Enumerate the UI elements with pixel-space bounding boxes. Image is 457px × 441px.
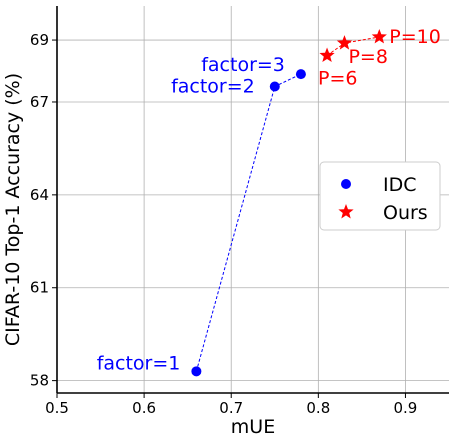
data-point bbox=[336, 35, 353, 50]
x-tick-label: 0.9 bbox=[394, 399, 418, 417]
y-axis-title: CIFAR-10 Top-1 Accuracy (%) bbox=[2, 73, 24, 346]
x-tick-label: 0.8 bbox=[306, 399, 330, 417]
series-layer bbox=[191, 28, 387, 377]
x-tick-label: 0.5 bbox=[45, 399, 69, 417]
legend-label: Ours bbox=[383, 202, 428, 224]
data-label: P=8 bbox=[348, 46, 387, 68]
x-tick-label: 0.6 bbox=[132, 399, 156, 417]
y-tick-label: 67 bbox=[30, 93, 49, 111]
ticks: 0.5 0.6 0.7 0.8 0.9 58 61 64 67 69 bbox=[30, 31, 417, 417]
data-point bbox=[295, 69, 306, 80]
y-tick-label: 69 bbox=[30, 31, 49, 49]
x-axis-title: mUE bbox=[231, 416, 275, 438]
data-label: factor=1 bbox=[97, 352, 181, 374]
data-point bbox=[191, 366, 202, 377]
data-point bbox=[269, 81, 280, 92]
data-label: factor=3 bbox=[201, 54, 285, 76]
legend-box bbox=[319, 161, 441, 231]
data-label: P=10 bbox=[389, 26, 441, 48]
data-label: P=6 bbox=[318, 68, 357, 90]
legend-marker bbox=[338, 204, 354, 219]
series-line-idc bbox=[195, 73, 302, 372]
legend-label: IDC bbox=[383, 174, 417, 196]
legend: IDC Ours bbox=[319, 161, 441, 231]
y-tick-label: 61 bbox=[30, 279, 49, 297]
data-label: factor=2 bbox=[171, 75, 255, 97]
y-tick-label: 64 bbox=[30, 186, 49, 204]
data-point bbox=[371, 28, 387, 44]
x-tick-label: 0.7 bbox=[219, 399, 243, 417]
axes bbox=[56, 6, 449, 394]
legend-marker bbox=[341, 179, 351, 189]
data-point bbox=[319, 47, 335, 63]
y-tick-label: 58 bbox=[30, 372, 49, 390]
